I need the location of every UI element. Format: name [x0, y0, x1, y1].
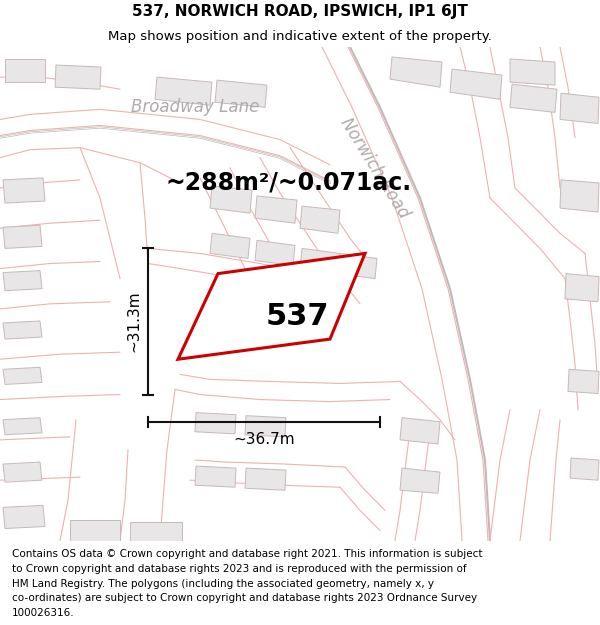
Text: ~288m²/~0.071ac.: ~288m²/~0.071ac.: [165, 171, 411, 195]
Text: HM Land Registry. The polygons (including the associated geometry, namely x, y: HM Land Registry. The polygons (includin…: [12, 579, 434, 589]
Polygon shape: [255, 241, 295, 266]
Polygon shape: [245, 468, 286, 490]
Polygon shape: [510, 59, 555, 85]
Polygon shape: [210, 186, 252, 213]
Polygon shape: [568, 369, 599, 394]
Polygon shape: [300, 206, 340, 233]
Text: co-ordinates) are subject to Crown copyright and database rights 2023 Ordnance S: co-ordinates) are subject to Crown copyr…: [12, 593, 477, 603]
Text: Map shows position and indicative extent of the property.: Map shows position and indicative extent…: [108, 30, 492, 43]
Polygon shape: [3, 225, 42, 248]
Polygon shape: [560, 180, 599, 212]
Text: to Crown copyright and database rights 2023 and is reproduced with the permissio: to Crown copyright and database rights 2…: [12, 564, 467, 574]
Polygon shape: [178, 254, 365, 359]
Polygon shape: [3, 271, 42, 291]
Polygon shape: [570, 458, 599, 480]
Text: 537: 537: [266, 302, 329, 331]
Polygon shape: [3, 462, 42, 482]
Polygon shape: [3, 506, 45, 529]
Polygon shape: [565, 274, 599, 302]
Polygon shape: [155, 77, 212, 106]
Polygon shape: [560, 93, 599, 124]
Polygon shape: [300, 248, 340, 274]
Polygon shape: [400, 418, 440, 444]
Polygon shape: [3, 321, 42, 339]
Polygon shape: [450, 69, 502, 99]
Polygon shape: [338, 254, 377, 279]
Polygon shape: [245, 416, 286, 437]
Text: ~31.3m: ~31.3m: [127, 291, 142, 352]
Polygon shape: [3, 178, 45, 203]
Polygon shape: [195, 466, 236, 488]
Text: 100026316.: 100026316.: [12, 608, 74, 618]
Text: ~36.7m: ~36.7m: [233, 432, 295, 447]
Polygon shape: [70, 521, 120, 541]
Polygon shape: [3, 368, 42, 384]
Polygon shape: [210, 233, 250, 259]
Polygon shape: [130, 522, 182, 541]
Text: Contains OS data © Crown copyright and database right 2021. This information is : Contains OS data © Crown copyright and d…: [12, 549, 482, 559]
Polygon shape: [5, 59, 45, 82]
Polygon shape: [55, 65, 101, 89]
Text: 537, NORWICH ROAD, IPSWICH, IP1 6JT: 537, NORWICH ROAD, IPSWICH, IP1 6JT: [132, 4, 468, 19]
Polygon shape: [255, 196, 297, 223]
Polygon shape: [390, 57, 442, 87]
Polygon shape: [195, 412, 236, 434]
Text: Norwich Road: Norwich Road: [337, 114, 413, 221]
Polygon shape: [215, 80, 267, 107]
Polygon shape: [400, 468, 440, 493]
Polygon shape: [510, 84, 557, 112]
Text: Broadway Lane: Broadway Lane: [131, 98, 259, 116]
Polygon shape: [3, 418, 42, 435]
